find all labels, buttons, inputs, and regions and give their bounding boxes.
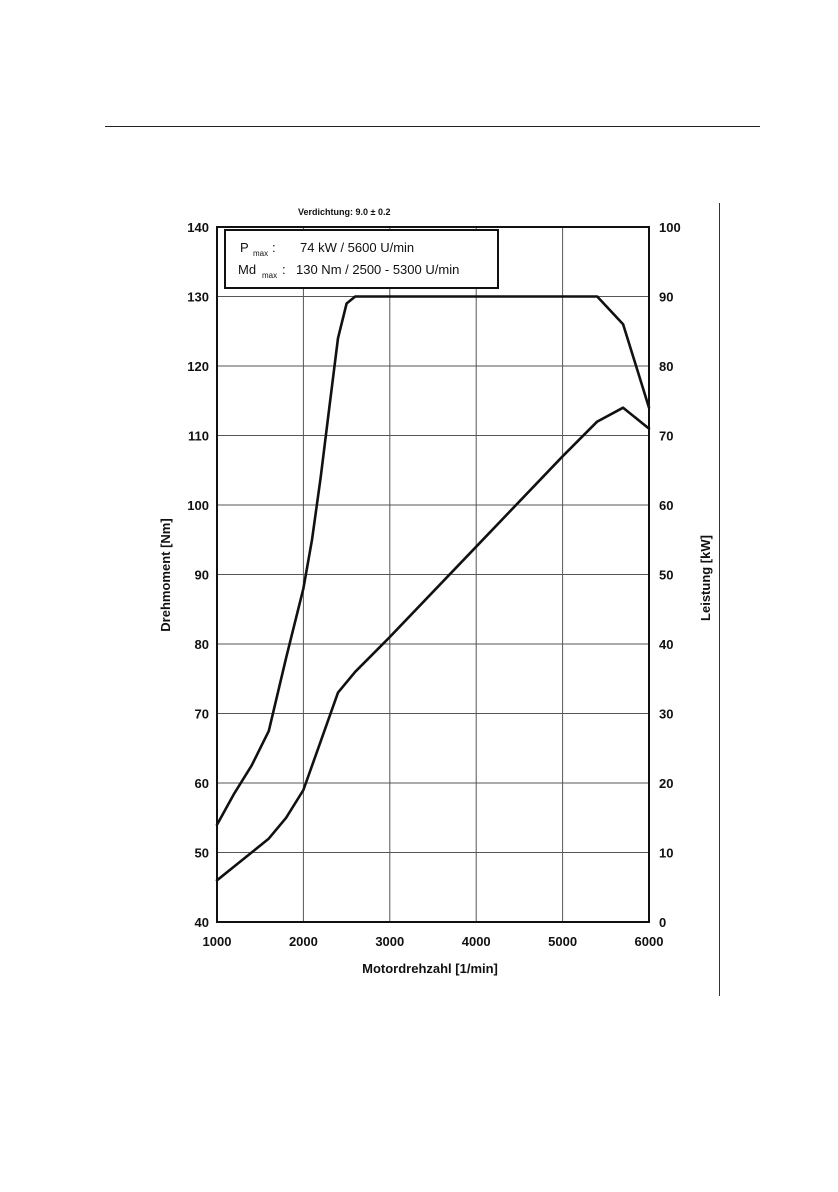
y-tick-right: 0 [659,915,666,930]
md-max-value: 130 Nm / 2500 - 5300 U/min [296,262,459,277]
x-tick: 5000 [548,934,577,949]
chart-title: Verdichtung: 9.0 ± 0.2 [298,207,390,217]
y-axis-label-left: Drehmoment [Nm] [158,518,173,631]
p-max-label: P [240,240,249,255]
y-tick-right: 70 [659,429,673,444]
y-tick-left: 70 [195,707,209,722]
grid-lines [216,226,650,923]
x-axis-label: Motordrehzahl [1/min] [362,961,498,976]
y-tick-right: 20 [659,776,673,791]
power-curve [215,406,651,882]
y-tick-left: 130 [187,290,209,305]
y-tick-right: 40 [659,637,673,652]
md-max-colon: : [282,262,286,277]
p-max-subscript: max [253,249,268,258]
p-max-value: 74 kW / 5600 U/min [300,240,414,255]
y-tick-right: 30 [659,707,673,722]
x-tick: 4000 [462,934,491,949]
md-max-subscript: max [262,271,277,280]
x-tick: 2000 [289,934,318,949]
md-max-label: Md [238,262,256,277]
plot-frame [216,226,650,923]
y-tick-left: 60 [195,776,209,791]
annotation-box [224,229,499,289]
y-tick-left: 140 [187,220,209,235]
y-tick-left: 80 [195,637,209,652]
x-tick: 3000 [375,934,404,949]
y-tick-right: 90 [659,290,673,305]
torque-curve [215,295,651,827]
y-tick-left: 120 [187,359,209,374]
side-rule [719,203,720,996]
x-tick: 1000 [203,934,232,949]
y-tick-left: 100 [187,498,209,513]
y-tick-right: 60 [659,498,673,513]
x-tick: 6000 [635,934,664,949]
y-tick-left: 50 [195,846,209,861]
y-tick-right: 10 [659,846,673,861]
y-tick-right: 100 [659,220,681,235]
y-axis-label-right: Leistung [kW] [698,535,713,621]
y-tick-left: 110 [188,429,209,444]
y-tick-right: 50 [659,568,673,583]
p-max-colon: : [272,240,276,255]
y-tick-right: 80 [659,359,673,374]
header-rule [105,126,760,127]
y-tick-left: 90 [195,568,209,583]
y-tick-left: 40 [195,915,209,930]
